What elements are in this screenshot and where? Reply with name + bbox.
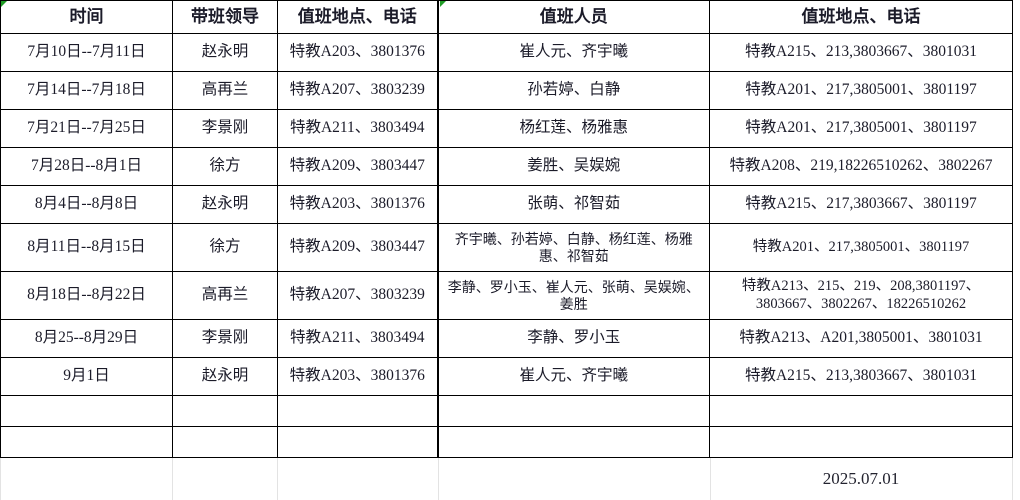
- cell-duty-staff[interactable]: 齐宇曦、孙若婷、白静、杨红莲、杨雅惠、祁智茹: [436, 223, 710, 272]
- cell-leader[interactable]: 李景刚: [172, 109, 278, 148]
- cell-staff-location[interactable]: 特教A213、A201,3805001、3801031: [709, 319, 1013, 358]
- cell-time[interactable]: 8月18日--8月22日: [0, 271, 173, 320]
- cell-duty-staff[interactable]: 杨红莲、杨雅惠: [436, 109, 710, 148]
- table-row: 7月14日--7月18日 高再兰 特教A207、3803239 孙若婷、白静 特教A20…: [0, 71, 1013, 110]
- cell-leader-location[interactable]: 特教A207、3803239: [277, 71, 438, 110]
- cell-time[interactable]: [0, 395, 173, 427]
- table-row-empty: [0, 426, 1013, 458]
- cell-staff-location[interactable]: 特教A215、217,3803667、3801197: [709, 185, 1013, 224]
- cell-leader-location[interactable]: 特教A211、3803494: [277, 319, 438, 358]
- cell-time[interactable]: 8月11日--8月15日: [0, 223, 173, 272]
- cell-time[interactable]: 7月28日--8月1日: [0, 147, 173, 186]
- cell-leader-location[interactable]: 特教A203、3801376: [277, 185, 438, 224]
- duty-roster-table: 时间 带班领导 值班地点、电话 值班人员 值班地点、电话 7月10日--7月11…: [0, 0, 1013, 458]
- cell-duty-staff[interactable]: 姜胜、吴娱婉: [436, 147, 710, 186]
- cell-time[interactable]: 7月14日--7月18日: [0, 71, 173, 110]
- column-header-leader: 带班领导: [172, 0, 278, 34]
- cell-leader-location[interactable]: 特教A203、3801376: [277, 357, 438, 396]
- column-header-time: 时间: [0, 0, 173, 34]
- cell-duty-staff[interactable]: [436, 395, 710, 427]
- cell-staff-location[interactable]: 特教A201、217,3805001、3801197: [709, 71, 1013, 110]
- cell-staff-location[interactable]: 特教A215、213,3803667、3801031: [709, 357, 1013, 396]
- table-row: 8月25--8月29日 李景刚 特教A211、3803494 李静、罗小玉 特教A213…: [0, 319, 1013, 358]
- table-row: 9月1日 赵永明 特教A203、3801376 崔人元、齐宇曦 特教A215、213,3…: [0, 357, 1013, 396]
- cell-leader[interactable]: 赵永明: [172, 185, 278, 224]
- cell-leader-location[interactable]: 特教A211、3803494: [277, 109, 438, 148]
- table-row: 8月18日--8月22日 高再兰 特教A207、3803239 李静、罗小玉、崔人元、…: [0, 271, 1013, 320]
- tail-gridline: [0, 458, 1, 500]
- cell-leader-location[interactable]: 特教A209、3803447: [277, 223, 438, 272]
- cell-duty-staff[interactable]: [436, 426, 710, 458]
- cell-duty-staff[interactable]: 崔人元、齐宇曦: [436, 33, 710, 72]
- cell-leader-location[interactable]: [277, 426, 438, 458]
- table-row-empty: [0, 395, 1013, 427]
- cell-leader[interactable]: 高再兰: [172, 271, 278, 320]
- cell-staff-location[interactable]: 特教A201、217,3805001、3801197: [709, 109, 1013, 148]
- cell-time[interactable]: 9月1日: [0, 357, 173, 396]
- cell-time[interactable]: 8月25--8月29日: [0, 319, 173, 358]
- cell-duty-staff[interactable]: 李静、罗小玉: [436, 319, 710, 358]
- cell-leader[interactable]: 赵永明: [172, 357, 278, 396]
- cell-staff-location[interactable]: 特教A201、217,3805001、3801197: [709, 223, 1013, 272]
- tail-gridline: [277, 458, 278, 500]
- table-row: 8月4日--8月8日 赵永明 特教A203、3801376 张萌、祁智茹 特教A215、…: [0, 185, 1013, 224]
- cell-leader-location[interactable]: 特教A209、3803447: [277, 147, 438, 186]
- header-row: 时间 带班领导 值班地点、电话 值班人员 值班地点、电话: [0, 0, 1013, 34]
- tail-gridline: [1012, 458, 1013, 500]
- cell-duty-staff[interactable]: 崔人元、齐宇曦: [436, 357, 710, 396]
- column-header-duty-staff: 值班人员: [436, 0, 710, 34]
- cell-leader-location[interactable]: [277, 395, 438, 427]
- cell-time[interactable]: 8月4日--8月8日: [0, 185, 173, 224]
- table-row: 7月21日--7月25日 李景刚 特教A211、3803494 杨红莲、杨雅惠 特教A2…: [0, 109, 1013, 148]
- spreadsheet-tail-row: 2025.07.01: [0, 458, 1020, 500]
- cell-time[interactable]: 7月21日--7月25日: [0, 109, 173, 148]
- cell-leader-location[interactable]: 特教A203、3801376: [277, 33, 438, 72]
- cell-leader[interactable]: 高再兰: [172, 71, 278, 110]
- column-header-staff-location-phone: 值班地点、电话: [709, 0, 1013, 34]
- cell-leader[interactable]: 徐方: [172, 223, 278, 272]
- cell-time[interactable]: 7月10日--7月11日: [0, 33, 173, 72]
- cell-leader[interactable]: [172, 395, 278, 427]
- cell-staff-location[interactable]: 特教A215、213,3803667、3801031: [709, 33, 1013, 72]
- tail-gridline: [172, 458, 173, 500]
- column-header-leader-location-phone: 值班地点、电话: [277, 0, 438, 34]
- table-row: 7月10日--7月11日 赵永明 特教A203、3801376 崔人元、齐宇曦 特教A2…: [0, 33, 1013, 72]
- footer-date: 2025.07.01: [822, 469, 900, 488]
- table-header: 时间 带班领导 值班地点、电话 值班人员 值班地点、电话: [0, 0, 1013, 34]
- table-row: 7月28日--8月1日 徐方 特教A209、3803447 姜胜、吴娱婉 特教A208、…: [0, 147, 1013, 186]
- cell-leader-location[interactable]: 特教A207、3803239: [277, 271, 438, 320]
- cell-leader[interactable]: [172, 426, 278, 458]
- cell-duty-staff[interactable]: 李静、罗小玉、崔人元、张萌、吴娱婉、姜胜: [436, 271, 710, 320]
- cell-duty-staff[interactable]: 孙若婷、白静: [436, 71, 710, 110]
- cell-duty-staff[interactable]: 张萌、祁智茹: [436, 185, 710, 224]
- cell-leader[interactable]: 徐方: [172, 147, 278, 186]
- cell-leader[interactable]: 李景刚: [172, 319, 278, 358]
- tail-gridline: [438, 458, 439, 500]
- cell-leader[interactable]: 赵永明: [172, 33, 278, 72]
- table-row: 8月11日--8月15日 徐方 特教A209、3803447 齐宇曦、孙若婷、白静、杨…: [0, 223, 1013, 272]
- cell-staff-location[interactable]: 特教A213、215、219、208,3801197、3803667、38022…: [709, 271, 1013, 320]
- cell-staff-location[interactable]: [709, 395, 1013, 427]
- cell-staff-location[interactable]: [709, 426, 1013, 458]
- table-body: 7月10日--7月11日 赵永明 特教A203、3801376 崔人元、齐宇曦 特教A2…: [0, 33, 1013, 458]
- cell-staff-location[interactable]: 特教A208、219,18226510262、3802267: [709, 147, 1013, 186]
- cell-time[interactable]: [0, 426, 173, 458]
